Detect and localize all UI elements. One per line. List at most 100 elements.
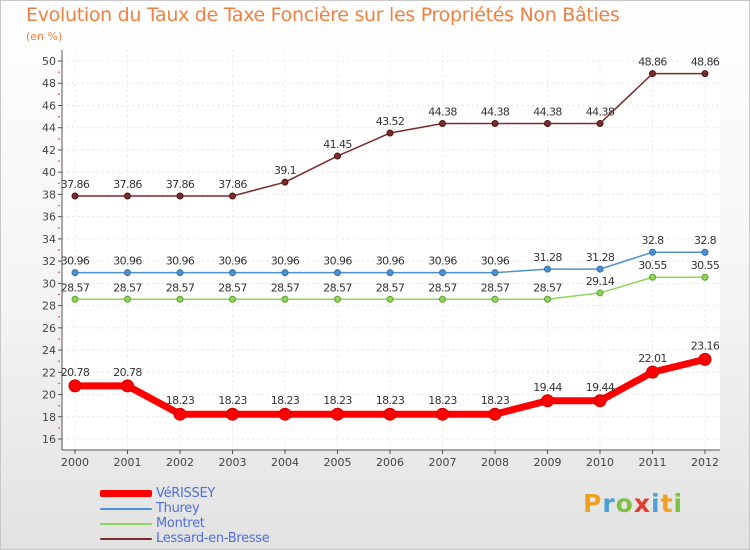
- y-minor-tick: [58, 93, 60, 96]
- legend-swatch: [100, 522, 152, 525]
- data-label: 37.86: [218, 178, 247, 191]
- chart-subtitle: (en %): [26, 30, 63, 43]
- data-label: 32.8: [694, 234, 717, 247]
- data-label: 30.55: [691, 259, 720, 272]
- data-label: 28.57: [323, 281, 352, 294]
- data-label: 18.23: [166, 394, 195, 407]
- y-tick-label: 28: [42, 300, 56, 313]
- data-point: [334, 269, 341, 277]
- data-label: 28.57: [481, 281, 510, 294]
- data-point: [544, 119, 551, 127]
- data-label: 30.96: [323, 255, 352, 268]
- y-tick-label: 40: [42, 166, 56, 179]
- y-minor-tick: [58, 338, 60, 340]
- y-tick-label: 20: [42, 389, 56, 402]
- y-minor-tick: [58, 360, 60, 362]
- data-label: 44.38: [586, 105, 615, 118]
- x-tick-label: 2007: [429, 456, 457, 469]
- data-point: [71, 192, 79, 200]
- data-label: 30.96: [61, 255, 90, 268]
- x-tick-label: 2012: [691, 456, 719, 469]
- y-minor-tick: [58, 271, 60, 274]
- data-point: [176, 269, 184, 277]
- data-point: [649, 70, 656, 78]
- data-label: 41.45: [323, 138, 352, 151]
- data-point: [71, 295, 79, 303]
- data-point: [124, 269, 131, 277]
- data-point: [68, 379, 82, 393]
- data-label: 48.86: [638, 56, 667, 69]
- data-label: 43.52: [376, 115, 405, 128]
- data-point: [701, 248, 709, 256]
- data-label: 28.57: [113, 281, 142, 294]
- x-tick-label: 2003: [219, 456, 247, 469]
- data-point: [491, 119, 499, 127]
- y-tick-label: 18: [42, 411, 56, 424]
- x-tick-label: 2000: [61, 456, 89, 469]
- y-minor-tick: [58, 249, 60, 251]
- logo-letter: r: [602, 489, 616, 518]
- data-label: 28.57: [271, 281, 300, 294]
- logo-letter: i: [673, 489, 684, 518]
- chart-title: Evolution du Taux de Taxe Foncière sur l…: [26, 4, 620, 26]
- legend-item: Thurey: [100, 501, 269, 516]
- data-label: 19.44: [533, 381, 562, 394]
- data-label: 30.96: [113, 255, 142, 268]
- x-tick-label: 2005: [324, 456, 352, 469]
- data-point: [124, 192, 131, 200]
- data-point: [334, 152, 341, 160]
- data-label: 18.23: [323, 394, 352, 407]
- data-label: 37.86: [61, 178, 90, 191]
- data-label: 30.96: [376, 255, 405, 268]
- x-tick-label: 2009: [534, 456, 562, 469]
- y-minor-tick: [58, 315, 60, 318]
- data-label: 28.57: [533, 281, 562, 294]
- y-tick-label: 22: [42, 366, 56, 379]
- legend-swatch: [100, 490, 152, 497]
- y-minor-tick: [58, 427, 60, 429]
- data-label: 29.14: [586, 275, 615, 288]
- data-label: 18.23: [271, 394, 300, 407]
- logo-letter: i: [651, 489, 661, 518]
- y-tick-label: 48: [42, 77, 56, 90]
- data-label: 18.23: [218, 394, 247, 407]
- data-point: [229, 192, 236, 200]
- data-point: [439, 269, 446, 277]
- y-tick-label: 26: [42, 322, 56, 335]
- data-point: [646, 365, 659, 379]
- data-point: [698, 352, 712, 366]
- data-label: 31.28: [533, 251, 562, 264]
- data-point: [596, 265, 604, 273]
- y-minor-tick: [58, 404, 60, 407]
- data-label: 28.57: [166, 281, 195, 294]
- y-tick-label: 44: [42, 122, 56, 135]
- legend-item: Montret: [100, 516, 269, 531]
- x-tick-label: 2002: [166, 456, 194, 469]
- y-tick-label: 46: [42, 99, 56, 112]
- logo-letter: x: [633, 489, 651, 518]
- y-minor-tick: [58, 160, 60, 162]
- data-point: [436, 407, 449, 421]
- y-tick-label: 50: [42, 55, 56, 68]
- data-label: 44.38: [428, 105, 457, 118]
- data-point: [544, 265, 551, 273]
- data-label: 31.28: [586, 251, 615, 264]
- data-point: [541, 394, 554, 408]
- y-tick-label: 16: [42, 433, 56, 446]
- data-point: [701, 70, 709, 78]
- data-point: [596, 289, 604, 297]
- proxiti-logo: Proxiti: [583, 489, 683, 518]
- data-point: [281, 178, 289, 186]
- data-point: [701, 273, 709, 281]
- y-minor-tick: [58, 204, 60, 207]
- plot-area: [62, 50, 720, 450]
- data-label: 30.96: [271, 255, 300, 268]
- logo-letter: o: [615, 489, 634, 518]
- data-label: 18.23: [428, 394, 457, 407]
- x-tick-label: 2001: [114, 456, 142, 469]
- data-label: 23.16: [691, 339, 720, 352]
- y-tick-label: 34: [42, 233, 56, 246]
- data-point: [331, 407, 344, 421]
- data-label: 18.23: [376, 394, 405, 407]
- x-tick-label: 2011: [639, 456, 667, 469]
